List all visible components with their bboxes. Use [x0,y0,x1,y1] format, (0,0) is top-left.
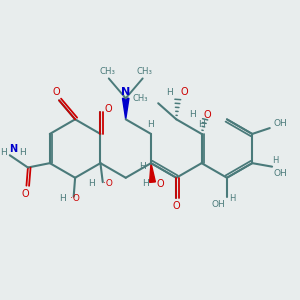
Text: O: O [21,189,29,199]
Text: OH: OH [212,200,226,208]
Text: OH: OH [273,119,287,128]
Text: H: H [20,148,26,158]
Text: H: H [88,179,95,188]
Text: N: N [121,87,130,98]
Text: O: O [172,201,180,211]
Text: H: H [59,194,66,203]
Text: O: O [157,178,164,189]
Text: H: H [0,148,7,158]
Text: O: O [180,87,188,97]
Polygon shape [122,98,129,119]
Text: O: O [203,110,211,120]
Text: ·O: ·O [70,194,80,203]
Text: CH₃: CH₃ [136,67,152,76]
Text: H: H [190,110,196,119]
Text: H: H [139,162,146,171]
Text: ·O: ·O [103,179,113,188]
Text: O: O [53,87,61,98]
Text: O: O [105,103,112,113]
Polygon shape [150,163,155,182]
Text: H: H [198,120,205,129]
Text: H: H [147,120,154,129]
Text: H: H [230,194,236,203]
Text: H: H [272,156,278,165]
Text: CH₃: CH₃ [99,67,115,76]
Text: H: H [142,179,148,188]
Text: H: H [166,88,173,97]
Text: CH₃: CH₃ [133,94,148,103]
Text: OH: OH [274,169,288,178]
Text: N: N [9,144,17,154]
